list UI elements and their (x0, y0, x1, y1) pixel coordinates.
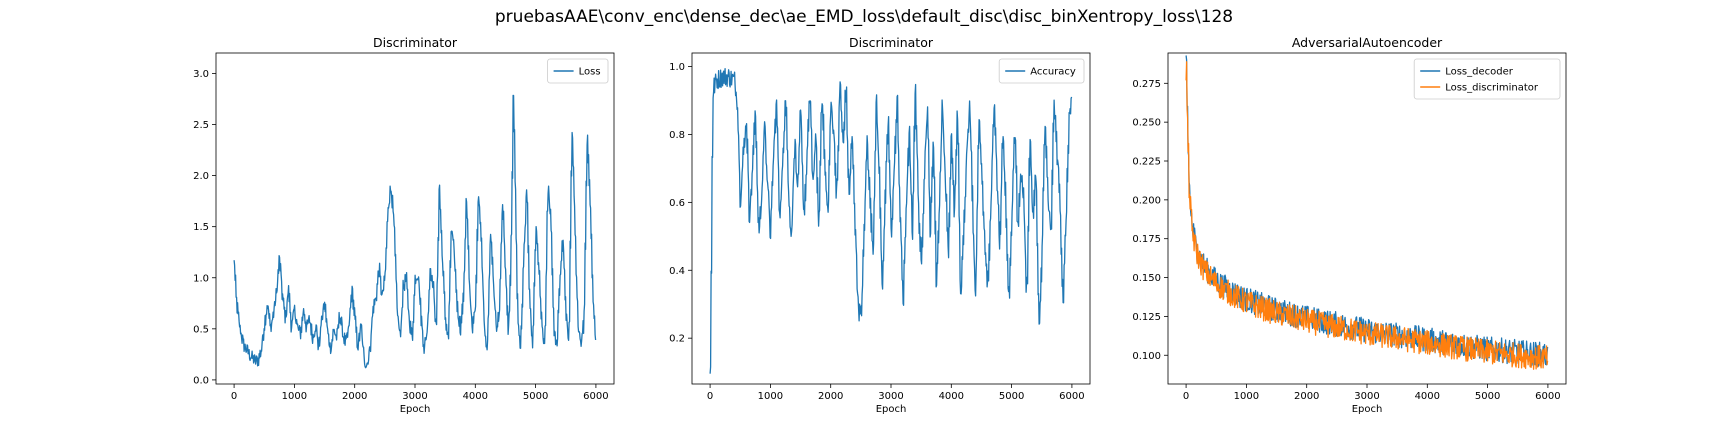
figure-suptitle: pruebasAAE\conv_enc\dense_dec\ae_EMD_los… (495, 7, 1233, 27)
y-tick-label: 0.2 (669, 334, 685, 345)
series-line-accuracy (709, 68, 1073, 374)
x-tick-label: 5000 (523, 391, 548, 402)
x-tick-label: 3000 (1354, 391, 1379, 402)
legend-box (547, 58, 609, 84)
subplot-2: 0 1000 2000 3000 4000 5000 6000 0.2 0.4 0.6 0.8 1.0… (669, 35, 1091, 415)
y-tick-label: 3.0 (193, 69, 209, 80)
y-tick-label: 0.4 (669, 266, 685, 277)
x-tick-label: 5000 (1475, 391, 1500, 402)
x-tick-label: 0 (1183, 391, 1189, 402)
y-tick-label: 0.125 (1132, 312, 1161, 323)
x-tick-label: 1000 (1234, 391, 1259, 402)
x-tick-label: 2000 (342, 391, 367, 402)
legend: Loss (547, 58, 609, 84)
subplot-title: Discriminator (373, 35, 458, 50)
y-tick-label: 0.5 (193, 324, 209, 335)
x-tick-label: 3000 (402, 391, 427, 402)
y-tick-label: 2.0 (193, 171, 209, 182)
x-tick-label: 6000 (1535, 391, 1560, 402)
legend: Loss_decoder Loss_discriminator (1413, 58, 1561, 100)
x-tick-label: 1000 (282, 391, 307, 402)
legend-label: Loss (579, 67, 601, 78)
x-tick-label: 6000 (583, 391, 608, 402)
subplot-title: AdversarialAutoencoder (1292, 35, 1443, 50)
y-tick-label: 0.0 (193, 375, 209, 386)
x-tick-label: 3000 (878, 391, 903, 402)
legend-box (998, 58, 1085, 84)
legend-box (1413, 58, 1561, 100)
x-axis-label: Epoch (1352, 404, 1383, 415)
x-tick-label: 4000 (463, 391, 488, 402)
y-tick-label: 0.6 (669, 198, 685, 209)
x-tick-label: 2000 (818, 391, 843, 402)
subplot-title: Discriminator (849, 35, 934, 50)
x-tick-label: 4000 (939, 391, 964, 402)
series-line-loss-decoder (1185, 55, 1549, 368)
subplot-panels: 0 1000 2000 3000 4000 5000 6000 0.0 0.5 1.0 1.5 2.0… (193, 35, 1567, 415)
legend-label: Accuracy (1030, 67, 1076, 78)
x-tick-label: 0 (707, 391, 713, 402)
x-tick-label: 2000 (1294, 391, 1319, 402)
x-axis-label: Epoch (400, 404, 431, 415)
y-tick-label: 0.200 (1132, 195, 1161, 206)
y-tick-label: 0.250 (1132, 118, 1161, 129)
x-tick-label: 6000 (1059, 391, 1084, 402)
y-tick-label: 0.275 (1132, 79, 1161, 90)
y-tick-label: 1.5 (193, 222, 209, 233)
x-axis-label: Epoch (876, 404, 907, 415)
x-tick-label: 1000 (758, 391, 783, 402)
y-tick-label: 0.225 (1132, 157, 1161, 168)
x-tick-label: 4000 (1415, 391, 1440, 402)
subplot-1: 0 1000 2000 3000 4000 5000 6000 0.0 0.5 1.0 1.5 2.0… (193, 35, 615, 415)
legend-label: Loss_discriminator (1445, 83, 1539, 94)
legend-label: Loss_decoder (1445, 67, 1514, 78)
y-tick-label: 0.100 (1132, 351, 1161, 362)
x-tick-label: 5000 (999, 391, 1024, 402)
y-tick-label: 0.150 (1132, 273, 1161, 284)
y-tick-label: 1.0 (193, 273, 209, 284)
legend: Accuracy (998, 58, 1085, 84)
series-line-loss-discriminator (1185, 61, 1549, 370)
series-line-loss (233, 94, 597, 369)
y-tick-label: 0.175 (1132, 234, 1161, 245)
x-tick-label: 0 (231, 391, 237, 402)
y-tick-label: 0.8 (669, 130, 685, 141)
y-tick-label: 2.5 (193, 120, 209, 131)
subplot-3: 0 1000 2000 3000 4000 5000 6000 0.100 0.125 0.150… (1132, 35, 1567, 415)
y-tick-label: 1.0 (669, 62, 685, 73)
